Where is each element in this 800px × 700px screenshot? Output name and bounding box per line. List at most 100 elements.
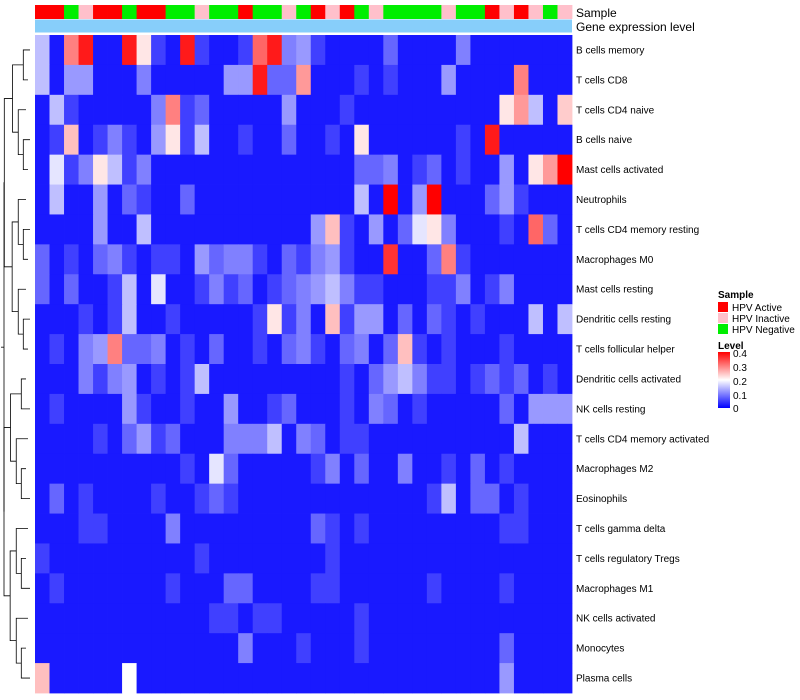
heatmap-cell	[194, 214, 210, 245]
heatmap-cell	[165, 543, 181, 574]
sample-annotation-cell	[412, 5, 428, 19]
heatmap-cell	[310, 483, 326, 514]
heatmap-cell	[93, 543, 108, 574]
heatmap-cell	[412, 244, 428, 275]
heatmap-cell	[209, 483, 225, 514]
heatmap-cell	[180, 633, 196, 664]
dendrogram-branch	[20, 468, 30, 499]
heatmap-cell	[238, 543, 254, 574]
heatmap-cell	[441, 423, 457, 455]
heatmap-cell	[542, 633, 558, 664]
heatmap-cell	[209, 453, 225, 485]
heatmap-cell	[513, 35, 529, 66]
heatmap-cell	[209, 274, 225, 305]
heatmap-cell	[281, 274, 297, 305]
heatmap-cell	[151, 304, 167, 335]
heatmap-cell	[209, 124, 225, 156]
heatmap-cell	[78, 423, 94, 455]
heatmap-cell	[252, 543, 268, 574]
heatmap-cell	[310, 364, 326, 395]
heatmap-cell	[455, 304, 471, 335]
heatmap-cell	[93, 64, 108, 96]
heatmap-cell	[426, 663, 442, 694]
heatmap-cell	[122, 214, 137, 245]
sample-annotation-cell	[165, 5, 181, 19]
heatmap-cell	[93, 184, 108, 215]
heatmap-cell	[383, 244, 399, 275]
heatmap-cell	[542, 663, 558, 694]
heatmap-cell	[122, 244, 137, 275]
heatmap-cell	[557, 573, 573, 604]
heatmap-cell	[354, 663, 370, 694]
heatmap-cell	[383, 633, 399, 664]
heatmap-cell	[238, 663, 254, 694]
sample-annotation-cell	[455, 5, 471, 19]
heatmap-cell	[455, 453, 471, 485]
heatmap-cell	[397, 513, 413, 544]
heatmap-cell	[557, 633, 573, 664]
heatmap-cell	[484, 334, 500, 365]
heatmap-cell	[542, 543, 558, 574]
heatmap-cell	[180, 663, 196, 694]
sample-annotation-cell	[122, 5, 137, 19]
heatmap-cell	[296, 393, 312, 425]
heatmap-cell	[354, 633, 370, 664]
heatmap-cell	[368, 214, 384, 245]
heatmap-cell	[339, 64, 355, 96]
heatmap-cell	[180, 274, 196, 305]
heatmap-cell	[470, 633, 486, 664]
heatmap-cell	[325, 334, 341, 365]
heatmap-cell	[49, 94, 65, 126]
heatmap-cell	[281, 663, 297, 694]
heatmap-cell	[78, 94, 94, 126]
heatmap-cell	[180, 393, 196, 425]
heatmap-cell	[412, 35, 428, 66]
heatmap-cell	[383, 154, 399, 185]
heatmap-cell	[136, 543, 152, 574]
heatmap-cell	[78, 124, 94, 156]
heatmap-cell	[426, 64, 442, 96]
heatmap-cell	[64, 304, 79, 335]
heatmap-cell	[455, 364, 471, 395]
sample-annotation-cell	[78, 5, 94, 19]
heatmap-cell	[513, 573, 529, 604]
heatmap-cell	[542, 274, 558, 305]
heatmap-cell	[122, 423, 137, 455]
heatmap-cell	[339, 663, 355, 694]
heatmap-cell	[383, 423, 399, 455]
dendrogram-branch	[15, 528, 28, 574]
heatmap-cell	[238, 364, 254, 395]
heatmap-cell	[238, 573, 254, 604]
heatmap-cell	[557, 244, 573, 275]
heatmap-cell	[397, 364, 413, 395]
heatmap-cell	[484, 35, 500, 66]
heatmap-cell	[267, 573, 283, 604]
heatmap-cell	[441, 633, 457, 664]
heatmap-cell	[136, 364, 152, 395]
heatmap-cell	[325, 633, 341, 664]
heatmap-cell	[180, 214, 196, 245]
heatmap-cell	[557, 124, 573, 156]
heatmap-cell	[484, 154, 500, 185]
expression-annotation-cell	[35, 19, 572, 33]
heatmap-cell	[296, 543, 312, 574]
heatmap-cell	[180, 124, 196, 156]
sample-annotation-cell	[151, 5, 167, 19]
heatmap-cell	[209, 633, 225, 664]
heatmap-cell	[136, 393, 152, 425]
heatmap-cell	[412, 304, 428, 335]
heatmap-cell	[194, 304, 210, 335]
heatmap-cell	[325, 423, 341, 455]
heatmap-cell	[441, 214, 457, 245]
heatmap-cell	[368, 154, 384, 185]
heatmap-cell	[209, 64, 225, 96]
heatmap-cell	[484, 393, 500, 425]
heatmap-cell	[310, 543, 326, 574]
heatmap-cell	[281, 154, 297, 185]
heatmap-cell	[455, 214, 471, 245]
heatmap-cell	[455, 35, 471, 66]
heatmap-cell	[64, 64, 79, 96]
heatmap-cell	[354, 453, 370, 485]
heatmap-cell	[49, 393, 65, 425]
heatmap-cell	[281, 393, 297, 425]
